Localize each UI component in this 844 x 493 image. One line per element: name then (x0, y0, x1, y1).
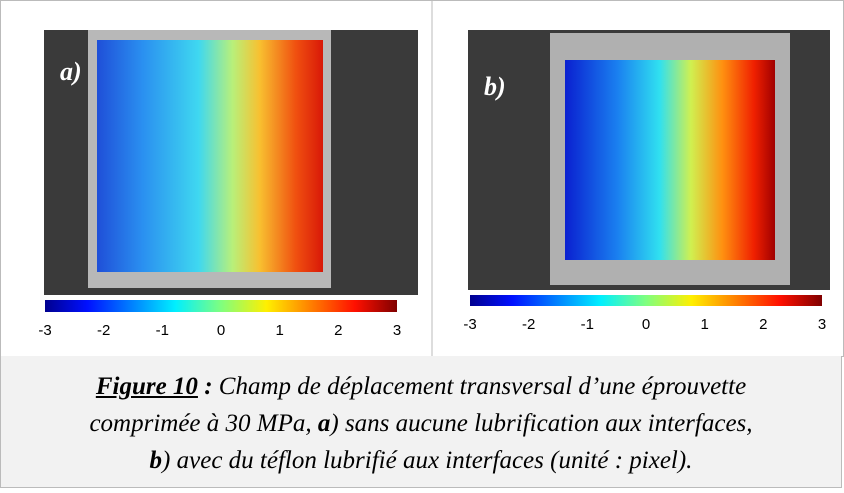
colorbar-tick-label: -3 (463, 316, 476, 333)
displacement-field (97, 40, 323, 272)
caption-text: comprimée à 30 MPa, (89, 410, 318, 437)
colorbar (470, 295, 822, 306)
colorbar-tick-label: 2 (759, 316, 767, 333)
colorbar-tick-label: 3 (393, 322, 401, 339)
colorbar-tick-label: 1 (275, 322, 283, 339)
colorbar-tick-label: 2 (334, 322, 342, 339)
separator: : (197, 373, 213, 400)
colorbar-tick-label: 0 (642, 316, 650, 333)
colorbar-tick-label: -2 (97, 322, 110, 339)
panel-label: a) (60, 57, 82, 86)
colorbar (45, 300, 397, 312)
colorbar-tick-label: 0 (217, 322, 225, 339)
displacement-field (565, 60, 775, 260)
caption-text: ) sans aucune lubrification aux interfac… (330, 410, 753, 437)
panels: a) b) -3 -2 -1 0 1 2 3 -3 -2 -1 0 1 2 3 (0, 0, 844, 357)
colorbar-tick-label: -1 (581, 316, 594, 333)
colorbar-tick-label: -1 (156, 322, 169, 339)
panel-ref: b (149, 447, 163, 474)
caption-text: Champ de déplacement transversal d’une é… (212, 373, 747, 400)
colorbar-tick-label: 1 (700, 316, 708, 333)
colorbar-tick-label: 3 (818, 316, 826, 333)
panel-ref: a (317, 410, 331, 437)
panel-label: b) (484, 72, 506, 101)
colorbar-tick-label: -3 (38, 322, 51, 339)
caption: Figure 10 : Champ de déplacement transve… (0, 356, 842, 488)
colorbar-tick-label: -2 (522, 316, 535, 333)
caption-text: ) avec du téflon lubrifié aux interfaces… (162, 447, 693, 474)
figure-label: Figure 10 (95, 373, 198, 400)
